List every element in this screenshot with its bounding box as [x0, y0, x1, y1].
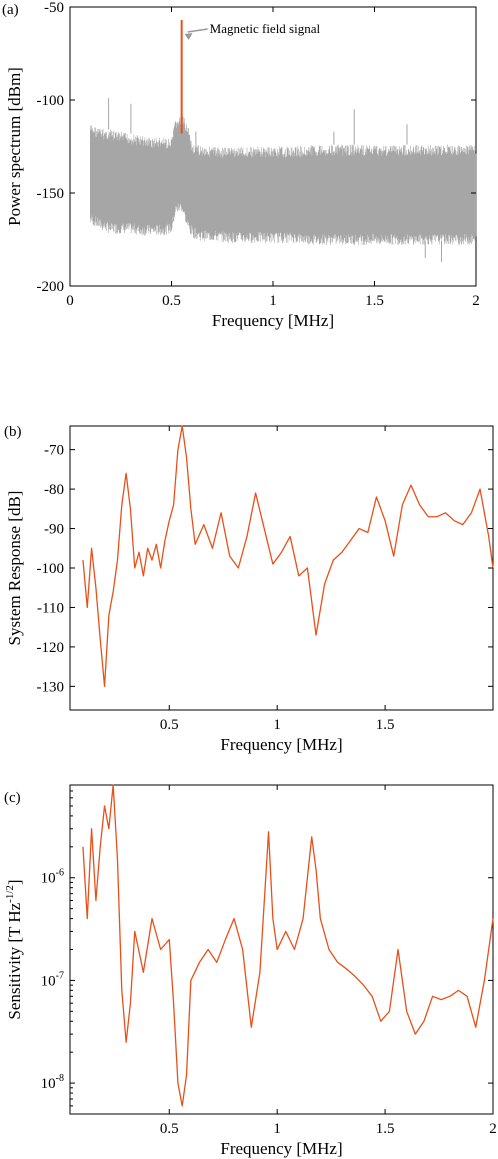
y-tick-label-a-1: -100	[37, 93, 65, 109]
y-tick-label-a-0: -50	[44, 0, 64, 16]
y-tick-label-b-0: -70	[44, 443, 64, 459]
chart-panel-b: (b) 0.5 1 1.5 -70 -80 -90 -100 -110 -120 -130 Freq…	[0, 370, 498, 780]
panel-label-a: (a)	[2, 2, 19, 18]
x-tick-label-c-3: 2	[489, 1121, 497, 1137]
x-tick-label-b-1: 1	[273, 717, 281, 733]
x-axis-label-c: Frequency [MHz]	[220, 1139, 342, 1158]
y-tick-label-b-6: -130	[37, 679, 65, 695]
x-tick-label-c-0: 0.5	[160, 1121, 179, 1137]
annotation-text: Magnetic field signal	[210, 21, 321, 36]
x-tick-label-b-0: 0.5	[160, 717, 179, 733]
y-tick-label-a-2: -150	[37, 186, 65, 202]
y-axis-label-a: Power spectrum [dBm]	[5, 67, 24, 226]
annotation-arrow-shaft	[187, 28, 208, 33]
y-tick-label-a-3: -200	[37, 279, 65, 295]
noise-band-a-0	[90, 98, 477, 262]
panel-label-b: (b)	[4, 424, 22, 440]
series-line-b-0	[82, 425, 494, 687]
chart-panel-c: (c) 0.5 1 1.5 2 10-8 10-7 10-6 Frequency [MHz] S…	[0, 780, 498, 1159]
x-tick-label-a-0: 0	[66, 293, 74, 309]
noise-band-path-a	[90, 115, 477, 246]
y-tick-label-b-5: -120	[37, 640, 65, 656]
annotation-arrowhead	[184, 33, 193, 41]
y-tick-label-b-4: -110	[37, 600, 64, 616]
chart-b: 0.5 1 1.5 -70 -80 -90 -100 -110 -120 -130 Frequenc…	[5, 425, 494, 754]
x-tick-label-c-1: 1	[273, 1121, 281, 1137]
plot-frame-b	[69, 425, 494, 711]
x-tick-label-a-1: 0.5	[162, 293, 181, 309]
y-tick-label-c-2: 10-6	[41, 868, 64, 887]
y-tick-label-b-2: -90	[44, 522, 64, 538]
chart-c: 0.5 1 1.5 2 10-8 10-7 10-6 Frequency [MHz] Sensi…	[4, 784, 497, 1158]
x-tick-label-a-3: 1.5	[365, 293, 384, 309]
panel-label-c: (c)	[4, 790, 21, 806]
y-axis-label-c: Sensitivity [T Hz-1/2]	[4, 879, 24, 1019]
chart-a: 0 0.5 1 1.5 2 -50 -100 -150 -200 Frequency [MHz] P…	[5, 0, 480, 330]
y-tick-label-c-0: 10-8	[41, 1073, 64, 1092]
series-line-c-0	[82, 784, 494, 1107]
x-tick-label-b-2: 1.5	[376, 717, 395, 733]
x-tick-label-a-2: 1	[269, 293, 277, 309]
x-axis-label-b: Frequency [MHz]	[220, 735, 342, 754]
y-tick-label-b-3: -100	[37, 561, 65, 577]
x-tick-label-a-4: 2	[472, 293, 480, 309]
x-tick-label-c-2: 1.5	[376, 1121, 395, 1137]
y-tick-label-b-1: -80	[44, 482, 64, 498]
y-axis-label-b: System Response [dB]	[5, 491, 24, 646]
x-axis-label-a: Frequency [MHz]	[212, 311, 334, 330]
chart-panel-a: (a) 0 0.5 1 1.5 2 -50 -100 -150 -200 Frequency [M…	[0, 0, 498, 370]
y-tick-label-c-1: 10-7	[41, 970, 64, 989]
